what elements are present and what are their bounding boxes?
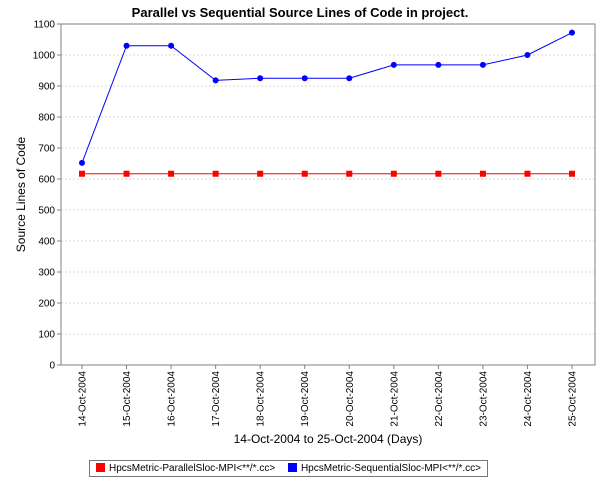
data-point-parallel — [79, 170, 85, 177]
x-tick-label: 16-Oct-2004 — [167, 371, 178, 427]
data-point-sequential — [569, 29, 575, 36]
x-tick-label: 25-Oct-2004 — [568, 371, 579, 427]
series-line-sequential — [81, 32, 573, 164]
series-layer — [79, 29, 575, 177]
x-tick-label: 24-Oct-2004 — [523, 371, 534, 427]
y-tick-label: 700 — [38, 144, 55, 155]
y-tick-label: 1100 — [33, 20, 55, 31]
data-point-sequential — [212, 77, 219, 84]
line-chart: 0 100 200 300 400 500 600 700 800 900 1000 1100 14-O… — [14, 20, 596, 446]
data-point-sequential — [79, 159, 85, 166]
y-tick-label: 900 — [38, 82, 55, 93]
data-point-parallel — [479, 170, 486, 177]
data-point-sequential — [123, 42, 130, 49]
x-tick-label: 22-Oct-2004 — [434, 371, 445, 427]
data-point-parallel — [346, 170, 353, 177]
y-axis-title: Source Lines of Code — [14, 136, 28, 252]
y-tick-label: 1000 — [33, 51, 56, 62]
series-parallel — [79, 170, 575, 177]
y-tick-label: 400 — [38, 237, 55, 248]
data-point-parallel — [257, 170, 264, 177]
y-tick-label: 300 — [38, 268, 55, 279]
plot-area — [60, 23, 596, 366]
chart-title: Parallel vs Sequential Source Lines of C… — [131, 5, 469, 20]
data-point-parallel — [435, 170, 442, 177]
legend-label-parallel: HpcsMetric-ParallelSloc-MPI<**/*.cc> — [109, 463, 276, 474]
x-tick-label: 21-Oct-2004 — [389, 371, 400, 427]
data-point-parallel — [301, 170, 308, 177]
x-tick-label: 23-Oct-2004 — [478, 371, 489, 427]
y-tick-label: 200 — [38, 299, 55, 310]
axes: 0 100 200 300 400 500 600 700 800 900 1000 1100 14-O… — [33, 20, 579, 427]
legend: HpcsMetric-ParallelSloc-MPI<**/*.cc> Hpc… — [89, 460, 489, 478]
data-point-parallel — [168, 170, 175, 177]
data-point-sequential — [435, 61, 442, 68]
data-point-sequential — [479, 61, 486, 68]
data-point-parallel — [212, 170, 219, 177]
legend-item-sequential: HpcsMetric-SequentialSloc-MPI<**/*.cc> — [287, 463, 482, 474]
x-tick-label: 14-Oct-2004 — [78, 371, 89, 427]
data-point-parallel — [569, 170, 575, 177]
x-tick-label: 20-Oct-2004 — [345, 371, 356, 427]
data-point-sequential — [524, 52, 531, 58]
legend-item-parallel: HpcsMetric-ParallelSloc-MPI<**/*.cc> — [96, 463, 275, 474]
x-tick-label: 19-Oct-2004 — [300, 371, 311, 427]
y-tick-label: 0 — [49, 361, 55, 372]
data-point-parallel — [524, 170, 531, 177]
x-tick-label: 18-Oct-2004 — [256, 371, 267, 427]
data-point-parallel — [390, 170, 397, 177]
y-tick-label: 800 — [38, 113, 55, 124]
series-sequential — [79, 29, 575, 166]
data-point-sequential — [301, 75, 308, 82]
legend-swatch-parallel — [96, 463, 105, 472]
legend-swatch-sequential — [287, 463, 297, 472]
data-point-parallel — [123, 170, 130, 177]
grid-lines — [61, 23, 595, 366]
y-tick-label: 100 — [38, 330, 55, 341]
data-point-sequential — [346, 75, 353, 82]
y-tick-label: 600 — [38, 175, 55, 186]
legend-label-sequential: HpcsMetric-SequentialSloc-MPI<**/*.cc> — [300, 463, 482, 474]
data-point-sequential — [257, 75, 264, 82]
y-tick-label: 500 — [38, 206, 55, 217]
x-axis-title: 14-Oct-2004 to 25-Oct-2004 (Days) — [234, 432, 423, 446]
data-point-sequential — [390, 61, 397, 68]
x-tick-label: 15-Oct-2004 — [122, 371, 133, 427]
x-tick-label: 17-Oct-2004 — [211, 371, 222, 427]
data-point-sequential — [168, 42, 175, 49]
